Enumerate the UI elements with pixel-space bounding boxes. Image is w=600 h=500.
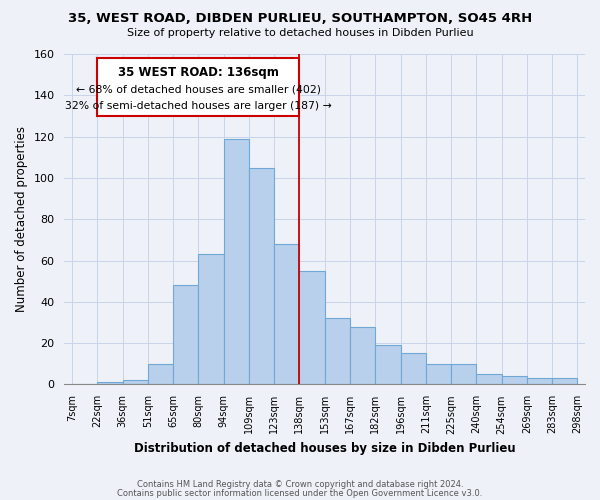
- Bar: [552, 378, 577, 384]
- Bar: [274, 244, 299, 384]
- Bar: [502, 376, 527, 384]
- Bar: [199, 254, 224, 384]
- Bar: [173, 286, 199, 384]
- Y-axis label: Number of detached properties: Number of detached properties: [15, 126, 28, 312]
- FancyBboxPatch shape: [97, 58, 299, 116]
- Bar: [426, 364, 451, 384]
- Bar: [97, 382, 122, 384]
- Text: Contains public sector information licensed under the Open Government Licence v3: Contains public sector information licen…: [118, 488, 482, 498]
- Bar: [451, 364, 476, 384]
- Bar: [375, 345, 401, 385]
- Bar: [224, 138, 249, 384]
- Bar: [249, 168, 274, 384]
- Bar: [325, 318, 350, 384]
- Bar: [148, 364, 173, 384]
- Text: Size of property relative to detached houses in Dibden Purlieu: Size of property relative to detached ho…: [127, 28, 473, 38]
- Bar: [527, 378, 552, 384]
- Text: ← 68% of detached houses are smaller (402): ← 68% of detached houses are smaller (40…: [76, 85, 321, 95]
- Bar: [401, 354, 426, 384]
- Text: 35 WEST ROAD: 136sqm: 35 WEST ROAD: 136sqm: [118, 66, 279, 79]
- Text: Contains HM Land Registry data © Crown copyright and database right 2024.: Contains HM Land Registry data © Crown c…: [137, 480, 463, 489]
- Text: 32% of semi-detached houses are larger (187) →: 32% of semi-detached houses are larger (…: [65, 100, 332, 110]
- Text: 35, WEST ROAD, DIBDEN PURLIEU, SOUTHAMPTON, SO45 4RH: 35, WEST ROAD, DIBDEN PURLIEU, SOUTHAMPT…: [68, 12, 532, 26]
- X-axis label: Distribution of detached houses by size in Dibden Purlieu: Distribution of detached houses by size …: [134, 442, 515, 455]
- Bar: [122, 380, 148, 384]
- Bar: [299, 271, 325, 384]
- Bar: [350, 326, 375, 384]
- Bar: [476, 374, 502, 384]
